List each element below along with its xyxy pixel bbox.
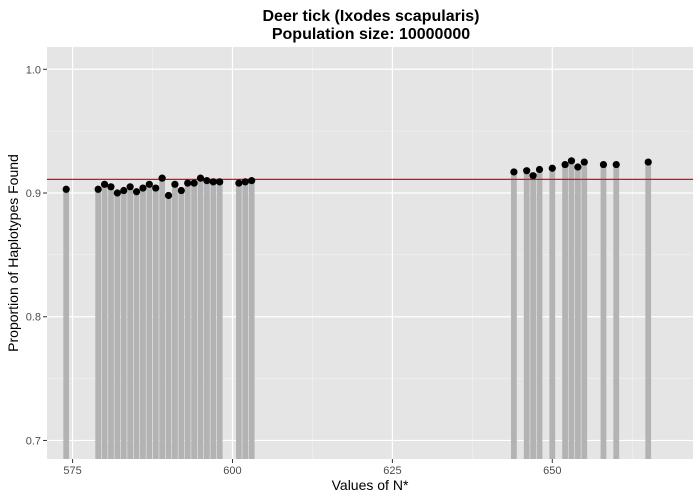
bar	[574, 167, 581, 459]
data-point	[196, 174, 205, 182]
data-point	[152, 184, 160, 192]
bar	[204, 180, 210, 459]
y-tick-label: 0.8	[26, 312, 41, 324]
data-point	[535, 165, 544, 174]
data-point	[113, 189, 121, 197]
x-tick-label: 575	[63, 465, 81, 477]
data-point	[523, 167, 531, 175]
bar	[600, 164, 607, 459]
bar	[549, 168, 556, 459]
data-point	[612, 160, 620, 169]
data-point	[548, 164, 556, 172]
bar	[191, 183, 197, 459]
bar	[120, 190, 127, 459]
data-point	[510, 168, 518, 176]
data-point	[145, 180, 153, 188]
data-point	[644, 158, 652, 166]
chart-subtitle: Population size: 10000000	[272, 26, 470, 43]
bar	[127, 186, 134, 459]
y-tick-label: 0.7	[26, 435, 41, 447]
bar	[530, 175, 536, 459]
data-point	[567, 157, 576, 165]
data-point	[529, 172, 537, 180]
data-point	[203, 177, 211, 185]
bar	[523, 170, 530, 459]
bar	[63, 189, 70, 459]
bar	[165, 195, 172, 459]
bar	[216, 181, 223, 459]
bar	[95, 189, 102, 459]
data-point	[62, 185, 70, 193]
bar	[568, 160, 575, 460]
data-point	[209, 178, 217, 186]
data-point	[158, 174, 166, 182]
bar	[197, 178, 204, 459]
bar	[146, 184, 153, 460]
bar	[645, 162, 652, 460]
data-point	[235, 179, 243, 187]
axis-ticks	[43, 68, 553, 463]
bar	[562, 164, 568, 459]
bar	[581, 162, 588, 460]
bars	[63, 160, 652, 460]
bar	[133, 191, 140, 459]
data-point	[561, 160, 569, 169]
data-point	[184, 179, 192, 187]
bar	[184, 183, 191, 459]
data-point	[164, 191, 173, 200]
bar	[152, 188, 159, 459]
bar	[159, 178, 166, 459]
chart-title: Deer tick (Ixodes scapularis)	[263, 8, 480, 25]
data-point	[248, 177, 256, 185]
data-point	[241, 178, 249, 186]
data-point	[177, 186, 185, 195]
bar	[210, 181, 217, 459]
x-tick-label: 625	[383, 465, 401, 477]
data-point	[190, 179, 198, 187]
data-point	[580, 158, 588, 166]
data-point	[132, 188, 141, 196]
bar	[511, 171, 517, 459]
bar	[172, 184, 178, 460]
bar	[236, 183, 242, 459]
bar	[108, 186, 114, 459]
bar	[536, 169, 543, 459]
x-tick-label: 600	[223, 465, 241, 477]
data-point	[599, 160, 608, 169]
y-tick-label: 0.9	[26, 188, 41, 200]
bar	[613, 164, 620, 459]
data-point	[126, 183, 134, 191]
data-point	[120, 186, 128, 195]
data-point	[171, 180, 179, 188]
axis-tick-labels: 575 600 625 650 0.7 0.8 0.9 1.0	[26, 64, 562, 477]
bar	[101, 184, 108, 460]
data-point	[574, 163, 582, 171]
points	[62, 157, 652, 200]
bar	[242, 181, 249, 459]
x-tick-label: 650	[543, 465, 561, 477]
y-axis-title: Proportion of Haplotypes Found	[5, 154, 21, 352]
y-tick-label: 1.0	[26, 64, 41, 76]
bar	[178, 190, 185, 459]
data-point	[94, 185, 102, 193]
bar	[114, 192, 121, 459]
x-axis-title: Values of N*	[332, 477, 409, 493]
data-point	[100, 180, 109, 188]
bar	[248, 180, 255, 459]
data-point	[107, 183, 115, 191]
data-point	[216, 178, 224, 186]
bar	[140, 188, 146, 459]
data-point	[139, 184, 147, 192]
